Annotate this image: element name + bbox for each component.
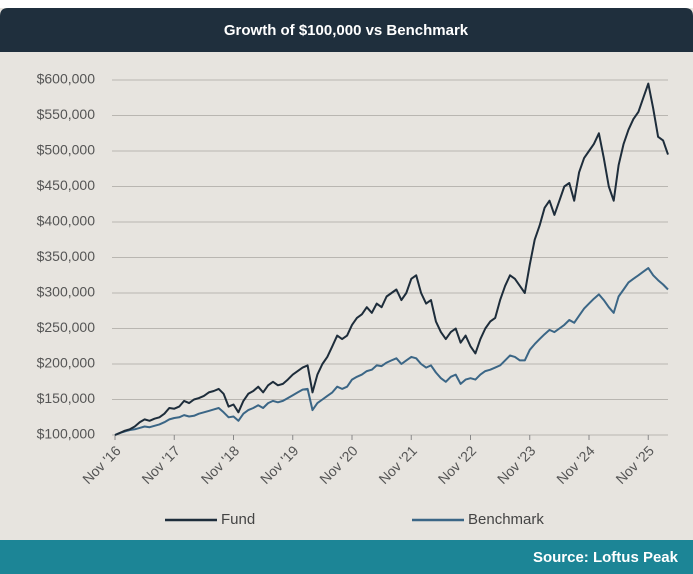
y-tick-label: $500,000 — [37, 142, 96, 158]
source: Source: Loftus Peak — [533, 549, 679, 566]
y-tick-label: $350,000 — [37, 248, 96, 264]
y-tick-label: $450,000 — [37, 177, 96, 193]
title-bar — [0, 8, 693, 52]
y-tick-label: $100,000 — [37, 426, 96, 442]
legend-label: Fund — [221, 511, 255, 528]
series-line — [114, 267, 669, 436]
y-tick-label: $250,000 — [37, 319, 96, 335]
y-tick-label: $550,000 — [37, 106, 96, 122]
y-tick-label: $150,000 — [37, 390, 96, 406]
y-tick-label: $300,000 — [37, 284, 96, 300]
y-tick-label: $200,000 — [37, 355, 96, 371]
chart-title: Growth of $100,000 vs Benchmark — [224, 22, 469, 39]
top-margin — [0, 0, 693, 8]
y-tick-label: $600,000 — [37, 71, 96, 87]
series-line — [114, 82, 669, 436]
y-tick-label: $400,000 — [37, 213, 96, 229]
footer-bar — [0, 540, 693, 574]
legend-label: Benchmark — [468, 511, 544, 528]
